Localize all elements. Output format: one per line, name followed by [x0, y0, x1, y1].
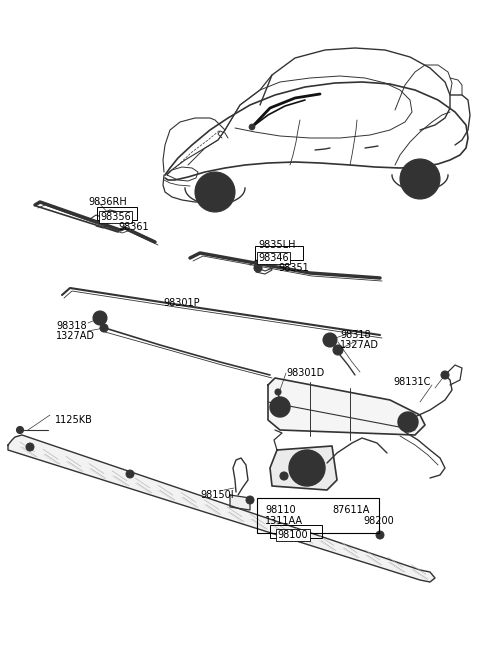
- Circle shape: [270, 397, 290, 417]
- Circle shape: [376, 531, 384, 539]
- Circle shape: [93, 311, 107, 325]
- Text: 1125KB: 1125KB: [55, 415, 93, 425]
- Text: 1327AD: 1327AD: [56, 331, 95, 341]
- Circle shape: [323, 333, 337, 347]
- Circle shape: [246, 496, 254, 504]
- Text: 9835LH: 9835LH: [258, 240, 296, 250]
- Polygon shape: [268, 378, 425, 435]
- Circle shape: [100, 324, 108, 332]
- Circle shape: [327, 337, 333, 342]
- Text: 98301D: 98301D: [286, 368, 324, 378]
- Circle shape: [280, 472, 288, 480]
- Circle shape: [276, 403, 284, 411]
- Circle shape: [26, 443, 34, 451]
- Bar: [255, 246, 303, 260]
- Polygon shape: [230, 495, 250, 510]
- Circle shape: [303, 464, 311, 472]
- Circle shape: [379, 533, 382, 537]
- Circle shape: [404, 418, 412, 426]
- Circle shape: [126, 470, 134, 478]
- Text: 98318: 98318: [56, 321, 86, 331]
- Circle shape: [249, 124, 255, 130]
- Text: 1327AD: 1327AD: [340, 340, 379, 350]
- Circle shape: [205, 182, 225, 202]
- Polygon shape: [270, 446, 337, 490]
- Text: 1311AA: 1311AA: [265, 516, 303, 526]
- Circle shape: [283, 474, 286, 478]
- Text: 98200: 98200: [363, 516, 394, 526]
- Circle shape: [249, 499, 252, 501]
- Circle shape: [398, 412, 418, 432]
- Circle shape: [400, 159, 440, 199]
- Circle shape: [297, 458, 317, 478]
- Text: 87611A: 87611A: [332, 505, 370, 515]
- Circle shape: [16, 426, 24, 434]
- Circle shape: [333, 345, 343, 355]
- Circle shape: [254, 264, 262, 272]
- Text: 98131C: 98131C: [393, 377, 431, 387]
- Circle shape: [289, 450, 325, 486]
- Text: 98346: 98346: [258, 253, 288, 263]
- Text: 98318: 98318: [340, 330, 371, 340]
- Bar: [97, 207, 137, 220]
- Polygon shape: [8, 435, 435, 582]
- Text: 98110: 98110: [265, 505, 296, 515]
- Text: 98356: 98356: [100, 212, 131, 222]
- Text: 98351: 98351: [278, 263, 309, 273]
- Circle shape: [195, 172, 235, 212]
- Circle shape: [97, 316, 103, 321]
- Text: 98100: 98100: [278, 530, 308, 540]
- Circle shape: [441, 371, 449, 379]
- Circle shape: [129, 472, 132, 476]
- Bar: [257, 498, 379, 533]
- Circle shape: [410, 169, 430, 189]
- Bar: [270, 525, 322, 538]
- Text: 98301P: 98301P: [163, 298, 200, 308]
- Circle shape: [28, 445, 32, 449]
- Text: 9836RH: 9836RH: [88, 197, 127, 207]
- Text: 98361: 98361: [118, 222, 149, 232]
- Text: 98150I: 98150I: [200, 490, 234, 500]
- Circle shape: [275, 389, 281, 395]
